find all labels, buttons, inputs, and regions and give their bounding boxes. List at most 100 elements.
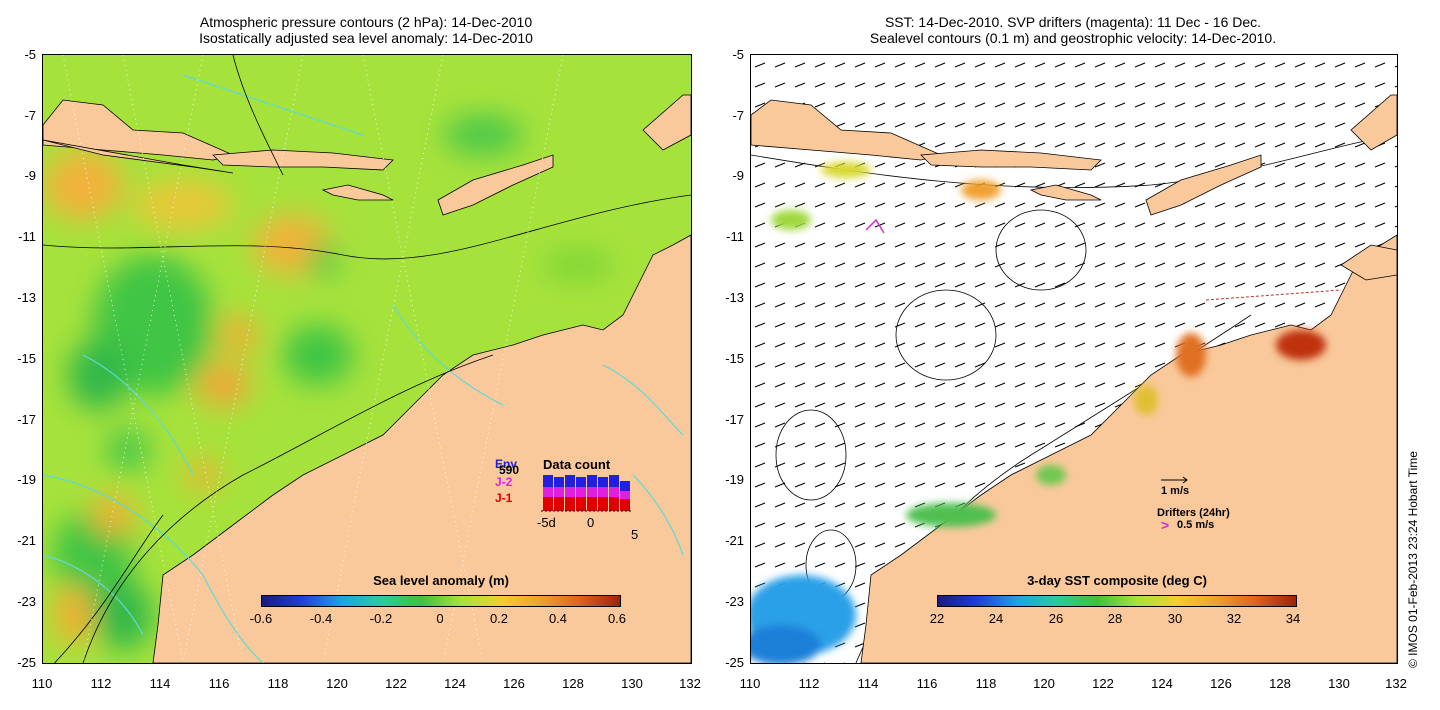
velocity-scale-legend: 1 m/s Drifters (24hr) > 0.5 m/s (1157, 473, 1297, 533)
right-ytick-7: -19 (725, 472, 744, 487)
right-cbar-tick-2: 26 (1048, 611, 1064, 626)
land-masses (43, 94, 691, 663)
right-ytick-10: -25 (725, 655, 744, 670)
left-cbar-tick-5: 0.4 (548, 611, 568, 626)
left-cbar-tick-2: -0.2 (369, 611, 393, 626)
left-ytick-4: -13 (17, 290, 36, 305)
right-ytick-9: -23 (725, 594, 744, 609)
left-xtick-2: 114 (149, 676, 171, 691)
sst-velocity-map: 1 m/s Drifters (24hr) > 0.5 m/s 3-day SS… (750, 54, 1398, 664)
left-ytick-10: -25 (17, 655, 36, 670)
left-colorbar-title: Sea level anomaly (m) (373, 573, 509, 588)
right-title-line1: SST: 14-Dec-2010. SVP drifters (magenta)… (884, 14, 1262, 30)
right-ytick-4: -13 (725, 290, 744, 305)
right-cbar-tick-0: 22 (929, 611, 945, 626)
data-count-inset: Env 590 J-2 J-1 Data count (495, 455, 645, 542)
right-cbar-tick-1: 24 (988, 611, 1004, 626)
anomaly-blobs (43, 115, 613, 650)
left-ytick-7: -19 (17, 472, 36, 487)
imos-credit: © IMOS 01-Feb-2013 23:24 Hobart Time (1406, 451, 1420, 668)
sea-level-anomaly-canvas (43, 55, 691, 663)
left-ytick-9: -23 (17, 594, 36, 609)
drifters-arrow-icon: > (1161, 517, 1170, 533)
legend-j2: J-2 (495, 475, 513, 489)
right-ytick-1: -7 (732, 108, 744, 123)
left-title-line1: Atmospheric pressure contours (2 hPa): 1… (199, 14, 533, 30)
left-xtick-1: 112 (90, 676, 112, 691)
left-ytick-8: -21 (17, 533, 36, 548)
inset-title: Data count (543, 457, 611, 472)
drifters-title: Drifters (24hr) (1157, 507, 1230, 519)
data-count-value: 590 (499, 463, 520, 477)
sea-level-anomaly-map: Env 590 J-2 J-1 Data count (42, 54, 692, 664)
right-title: SST: 14-Dec-2010. SVP drifters (magenta)… (748, 14, 1398, 46)
right-cbar-tick-3: 28 (1107, 611, 1123, 626)
right-ytick-2: -9 (732, 168, 744, 183)
left-ytick-3: -11 (18, 229, 36, 244)
right-xtick-11: 132 (1385, 676, 1407, 691)
left-title-line2: Isostatically adjusted sea level anomaly… (199, 30, 533, 46)
inset-xtick-1: 0 (587, 515, 595, 530)
right-colorbar-title: 3-day SST composite (deg C) (1027, 573, 1207, 588)
right-xtick-10: 130 (1328, 676, 1350, 691)
inset-xtick-2: 5 (631, 527, 639, 542)
data-count-bars (541, 475, 633, 512)
drifter-track (865, 218, 885, 234)
left-xtick-0: 110 (31, 676, 53, 691)
right-cbar-tick-5: 32 (1226, 611, 1242, 626)
left-xtick-11: 132 (679, 676, 701, 691)
right-colorbar (937, 595, 1297, 607)
velocity-scale-arrow (1161, 476, 1188, 484)
left-ytick-6: -17 (17, 412, 36, 427)
right-cbar-tick-4: 30 (1167, 611, 1183, 626)
right-ytick-8: -21 (725, 533, 744, 548)
left-ytick-5: -15 (17, 351, 36, 366)
right-xtick-0: 110 (739, 676, 761, 691)
right-ytick-6: -17 (725, 412, 744, 427)
right-xtick-7: 124 (1151, 676, 1173, 691)
pressure-contours (43, 55, 691, 663)
left-xtick-6: 122 (385, 676, 407, 691)
left-xtick-3: 116 (208, 676, 230, 691)
left-ytick-2: -9 (24, 168, 36, 183)
velocity-scale-label: 1 m/s (1161, 485, 1190, 497)
left-cbar-tick-1: -0.4 (309, 611, 333, 626)
right-ytick-5: -15 (725, 351, 744, 366)
left-xtick-5: 120 (326, 676, 348, 691)
left-xtick-4: 118 (267, 676, 289, 691)
inset-xtick-0: -5d (537, 515, 556, 530)
right-xtick-9: 128 (1269, 676, 1291, 691)
left-cbar-tick-3: 0 (436, 611, 444, 626)
left-xtick-8: 126 (503, 676, 525, 691)
left-cbar-tick-0: -0.6 (249, 611, 273, 626)
right-xtick-6: 122 (1092, 676, 1114, 691)
left-cbar-tick-6: 0.6 (607, 611, 627, 626)
left-ytick-0: -5 (24, 47, 36, 62)
legend-env: Env (495, 457, 518, 471)
right-xtick-3: 116 (916, 676, 938, 691)
right-ytick-0: -5 (732, 47, 744, 62)
right-ytick-3: -11 (726, 229, 744, 244)
right-xtick-4: 118 (975, 676, 997, 691)
left-xtick-9: 128 (562, 676, 584, 691)
sst-canvas (751, 55, 1397, 663)
left-cbar-tick-4: 0.2 (489, 611, 509, 626)
bars (543, 475, 630, 511)
bathymetry-contours (43, 74, 684, 663)
drifters-scale-label: 0.5 m/s (1177, 519, 1215, 531)
left-colorbar (261, 595, 621, 607)
right-cbar-tick-6: 34 (1285, 611, 1301, 626)
left-ytick-1: -7 (24, 108, 36, 123)
left-title: Atmospheric pressure contours (2 hPa): 1… (40, 14, 692, 46)
left-xtick-10: 130 (621, 676, 643, 691)
right-land-masses (751, 94, 1397, 663)
sst-patches (751, 162, 1326, 663)
right-xtick-5: 120 (1033, 676, 1055, 691)
left-xtick-7: 124 (444, 676, 466, 691)
right-title-line2: Sealevel contours (0.1 m) and geostrophi… (869, 30, 1277, 46)
right-xtick-1: 112 (798, 676, 820, 691)
right-xtick-2: 114 (857, 676, 879, 691)
right-xtick-8: 126 (1210, 676, 1232, 691)
drifter-track-red (1205, 289, 1342, 301)
legend-j1: J-1 (495, 491, 513, 505)
